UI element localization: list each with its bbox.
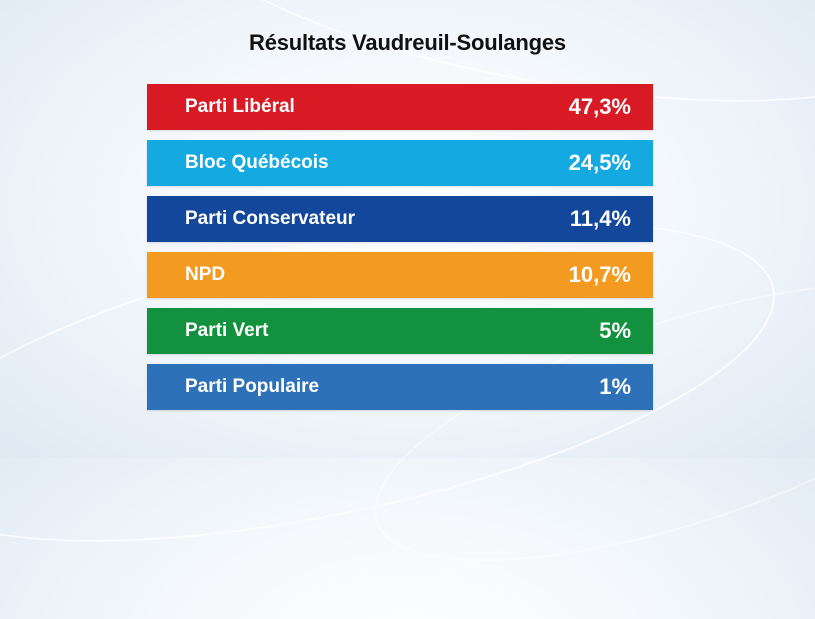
results-table: Parti Libéral 47,3% Bloc Québécois 24,5% Par… <box>147 84 653 420</box>
party-name: Parti Conservateur <box>185 208 356 229</box>
result-row: Parti Libéral 47,3% <box>147 84 653 130</box>
result-row: Parti Conservateur 11,4% <box>147 196 653 242</box>
chart-title: Résultats Vaudreuil-Soulanges <box>249 30 566 55</box>
party-name: Parti Populaire <box>185 376 320 397</box>
result-row: Parti Vert 5% <box>147 308 653 354</box>
party-name: Parti Vert <box>185 320 269 341</box>
party-percentage: 1% <box>599 374 631 399</box>
result-row: Bloc Québécois 24,5% <box>147 140 653 186</box>
party-percentage: 47,3% <box>568 94 631 119</box>
party-percentage: 10,7% <box>568 262 631 287</box>
party-percentage: 24,5% <box>568 150 631 175</box>
party-name: Bloc Québécois <box>185 152 329 173</box>
result-row: NPD 10,7% <box>147 252 653 298</box>
party-name: Parti Libéral <box>185 96 295 117</box>
party-name: NPD <box>185 264 226 285</box>
party-percentage: 11,4% <box>569 206 631 231</box>
result-row: Parti Populaire 1% <box>147 364 653 410</box>
party-percentage: 5% <box>599 318 631 343</box>
